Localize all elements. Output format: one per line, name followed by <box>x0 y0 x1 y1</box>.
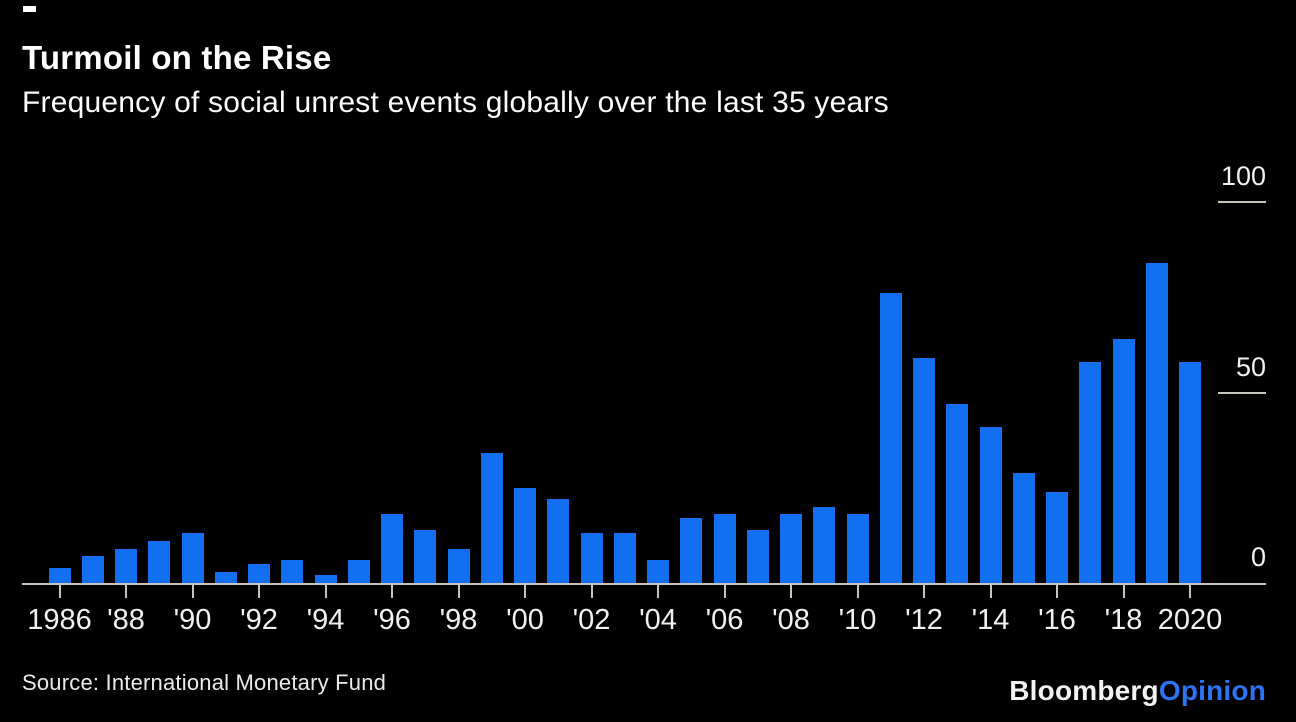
x-axis-label-1988: '88 <box>107 604 145 636</box>
x-axis-label-2002: '02 <box>572 604 611 636</box>
bar-2004 <box>647 560 669 583</box>
bloomberg-opinion-logo: BloombergOpinion <box>1009 677 1266 705</box>
x-axis-label-2012: '12 <box>905 604 943 636</box>
x-axis-tick-1998 <box>457 585 460 598</box>
bar-1992 <box>248 564 270 583</box>
bar-2013 <box>946 404 969 583</box>
x-axis-tick-2002 <box>590 585 593 598</box>
bar-2018 <box>1112 339 1135 583</box>
x-axis-label-2018: '18 <box>1104 604 1143 636</box>
x-axis-label-1986: 1986 <box>27 604 92 636</box>
x-axis-label-1990: '90 <box>173 604 212 636</box>
x-axis-label-1998: '98 <box>439 604 478 636</box>
x-axis-label-2004: '04 <box>639 604 677 636</box>
x-axis-tick-1992 <box>258 585 260 598</box>
bar-2011 <box>879 293 902 583</box>
source-note: Source: International Monetary Fund <box>22 670 387 695</box>
y-axis-label-0: 0 <box>1250 542 1266 572</box>
x-axis-label-2014: '14 <box>971 604 1010 636</box>
x-axis-label-2008: '08 <box>772 604 810 636</box>
x-axis-label-2006: '06 <box>705 604 744 636</box>
bar-1995 <box>347 560 370 583</box>
x-axis-tick-2018 <box>1122 585 1125 598</box>
x-axis-tick-2006 <box>723 585 726 598</box>
bar-1986 <box>48 568 71 583</box>
bar-1987 <box>81 556 104 583</box>
x-axis-baseline <box>22 583 1266 585</box>
bar-1993 <box>281 560 304 583</box>
x-axis-tick-1996 <box>391 585 393 598</box>
bar-2005 <box>680 518 703 583</box>
x-axis-tick-2016 <box>1056 585 1058 598</box>
bar-2000 <box>514 488 536 583</box>
bar-1994 <box>314 575 337 583</box>
x-axis-label-1994: '94 <box>306 604 345 636</box>
logo-opinion-text: Opinion <box>1158 675 1266 706</box>
x-axis-label-2020: 2020 <box>1157 604 1223 636</box>
bar-2012 <box>913 358 935 583</box>
bar-2017 <box>1079 362 1102 583</box>
bar-2007 <box>746 530 769 583</box>
x-axis-tick-2004 <box>657 585 659 598</box>
logo-bloomberg-text: Bloomberg <box>1009 675 1159 706</box>
x-axis-tick-2008 <box>790 585 792 598</box>
x-axis-tick-1988 <box>125 585 127 598</box>
x-axis-tick-2020 <box>1189 585 1191 598</box>
bar-1990 <box>181 533 204 583</box>
bar-2019 <box>1145 263 1168 583</box>
x-axis-tick-1994 <box>324 585 327 598</box>
y-axis-label-100: 100 <box>1220 161 1266 191</box>
bar-1998 <box>447 549 470 583</box>
bar-2020 <box>1179 362 1201 583</box>
corner-mark <box>23 6 36 12</box>
x-axis-tick-2010 <box>856 585 859 598</box>
chart-subtitle: Frequency of social unrest events global… <box>22 86 889 119</box>
x-axis-label-2000: '00 <box>506 604 544 636</box>
bar-2009 <box>813 507 836 583</box>
x-axis-label-1992: '92 <box>240 604 278 636</box>
bar-2016 <box>1046 492 1068 583</box>
bar-1988 <box>115 549 137 583</box>
bar-2003 <box>613 533 636 583</box>
bar-1997 <box>414 530 437 583</box>
y-axis-label-50: 50 <box>1235 351 1266 382</box>
bar-1996 <box>381 514 403 583</box>
bar-2002 <box>580 533 603 583</box>
x-axis-tick-1990 <box>191 585 194 598</box>
y-axis-tick-100 <box>1218 201 1266 203</box>
bar-2006 <box>713 514 736 583</box>
y-axis-tick-50 <box>1218 391 1266 394</box>
bar-1991 <box>214 572 237 583</box>
x-axis-label-2016: '16 <box>1038 604 1076 636</box>
chart-title: Turmoil on the Rise <box>22 39 332 76</box>
bar-2015 <box>1012 473 1035 583</box>
x-axis-label-2010: '10 <box>838 604 877 636</box>
bar-2010 <box>846 514 869 583</box>
bar-2001 <box>547 499 570 583</box>
bar-2014 <box>979 427 1002 583</box>
x-axis-tick-2000 <box>524 585 526 598</box>
x-axis-tick-2014 <box>989 585 992 598</box>
bar-1989 <box>148 541 171 583</box>
bar-1999 <box>480 453 503 583</box>
x-axis-tick-2012 <box>923 585 925 598</box>
bar-2008 <box>780 514 802 583</box>
x-axis-tick-1986 <box>58 585 61 598</box>
x-axis-label-1996: '96 <box>373 604 411 636</box>
